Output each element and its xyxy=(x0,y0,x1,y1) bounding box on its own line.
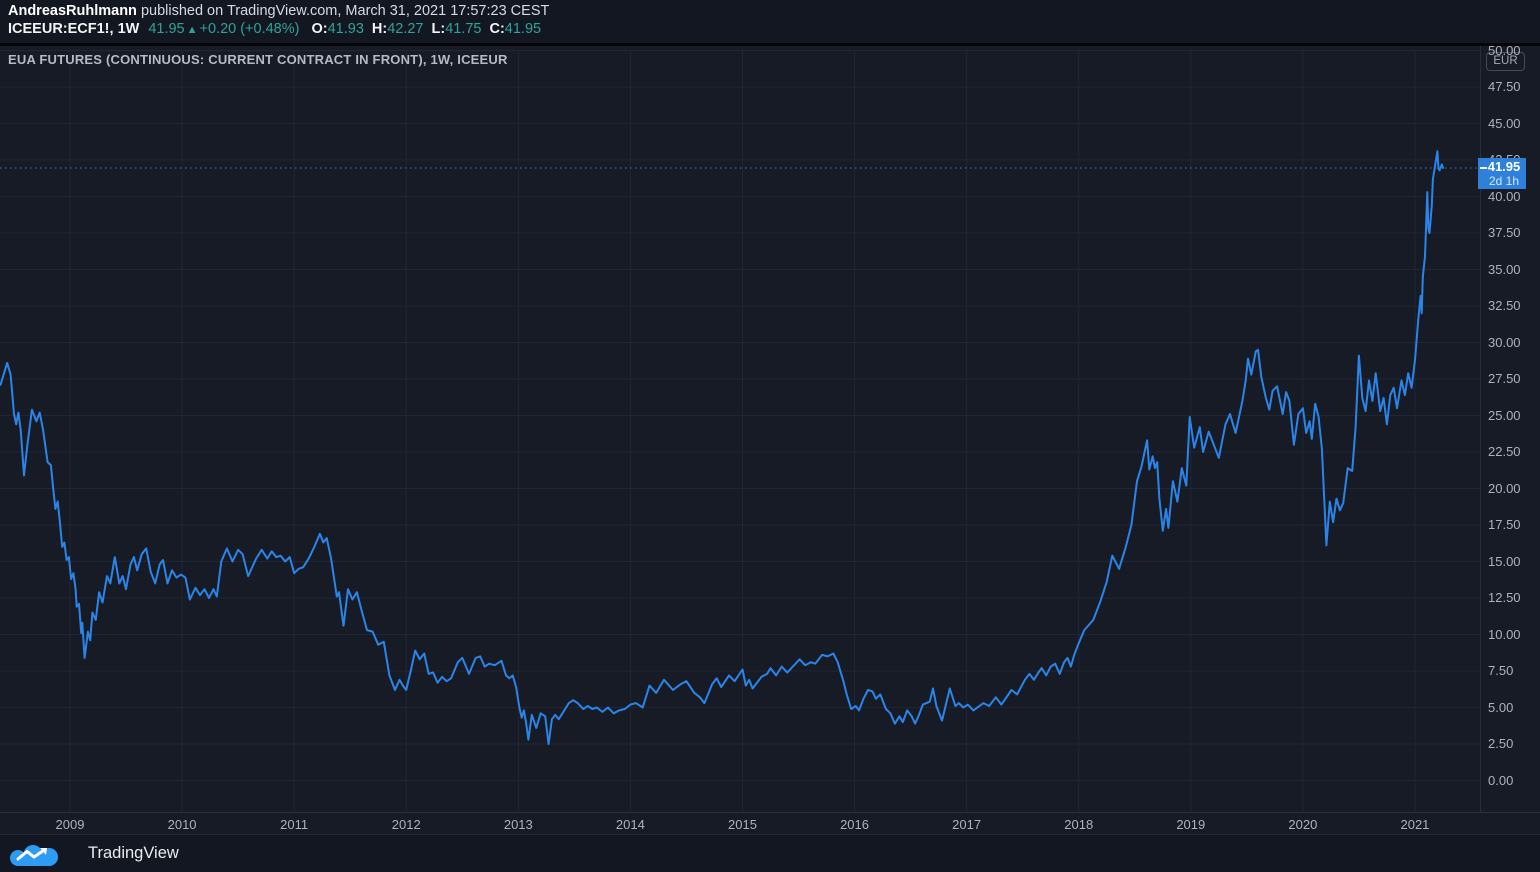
price-axis-label: 10.00 xyxy=(1488,626,1521,642)
tradingview-logo-icon[interactable] xyxy=(7,845,65,867)
price-axis-label: 32.50 xyxy=(1488,298,1521,313)
brand-name[interactable]: TradingView xyxy=(88,844,179,862)
chart-title: EUA FUTURES (CONTINUOUS: CURRENT CONTRAC… xyxy=(8,52,508,67)
price-axis-label: 7.50 xyxy=(1488,663,1514,678)
price-axis-label: 35.00 xyxy=(1488,261,1521,277)
byline-text: published on TradingView.com, March 31, … xyxy=(136,3,550,19)
time-axis-label: 2009 xyxy=(55,817,85,832)
author-link[interactable]: AndreasRuhlmann xyxy=(8,3,137,19)
time-axis-label: 2013 xyxy=(503,817,533,832)
time-axis-label: 2017 xyxy=(952,817,982,832)
price-series-line xyxy=(0,150,1444,745)
footer: TradingView xyxy=(0,836,1540,872)
price-axis-label: 2.50 xyxy=(1488,736,1514,751)
price-axis-label: 25.00 xyxy=(1488,407,1521,423)
price-line-chart[interactable] xyxy=(0,46,1480,812)
ohlc-item: L:41.75 xyxy=(431,21,482,37)
symbol-row: ICEEUR:ECF1!, 1W 41.95 ▲ +0.20 (+0.48%) O:41… xyxy=(8,21,549,37)
last-price: 41.95 xyxy=(148,21,185,37)
price-change: +0.20 (+0.48%) xyxy=(199,21,300,37)
price-axis-label: 0.00 xyxy=(1488,772,1514,788)
price-axis-label: 12.50 xyxy=(1488,590,1521,605)
price-axis-label: 37.50 xyxy=(1488,225,1521,240)
time-axis-label: 2021 xyxy=(1400,817,1430,832)
last-price-label: 41.95 2d 1h xyxy=(1478,158,1526,190)
ohlc-item: H:42.27 xyxy=(371,21,424,37)
price-axis-label: 50.00 xyxy=(1488,46,1521,58)
price-axis-label: 5.00 xyxy=(1488,699,1514,715)
price-axis-label: 27.50 xyxy=(1488,371,1521,386)
price-axis-label: 17.50 xyxy=(1488,517,1521,532)
time-axis-label: 2016 xyxy=(840,817,869,832)
symbol-name[interactable]: ICEEUR:ECF1!, 1W xyxy=(8,21,140,37)
price-tick-dash xyxy=(1480,167,1487,170)
up-triangle-icon: ▲ xyxy=(186,24,198,36)
price-axis-label: 22.50 xyxy=(1488,444,1521,459)
price-axis-label: 30.00 xyxy=(1488,334,1521,350)
time-axis-label: 2011 xyxy=(280,817,309,832)
time-axis-label: 2015 xyxy=(728,817,757,832)
time-axis-label: 2020 xyxy=(1288,817,1318,832)
time-axis-label: 2012 xyxy=(391,817,421,832)
header-separator xyxy=(0,43,1540,46)
time-axis-label: 2014 xyxy=(615,817,645,832)
ohlc-values: O:41.93 H:42.27 L:41.75 C:41.95 xyxy=(311,21,549,37)
bar-countdown: 2d 1h xyxy=(1488,174,1520,189)
time-axis-label: 2010 xyxy=(167,817,197,832)
price-axis-label: 40.00 xyxy=(1488,188,1521,204)
price-axis-label: 15.00 xyxy=(1488,553,1521,569)
time-axis[interactable]: 2009 2010 2011 2012 2013 2014 2015 2016 2017 2018… xyxy=(0,812,1540,835)
ohlc-item: O:41.93 xyxy=(311,21,364,37)
last-price-value: 41.95 xyxy=(1487,159,1521,175)
ohlc-item: C:41.95 xyxy=(489,21,542,37)
byline: AndreasRuhlmann published on TradingView… xyxy=(8,3,549,19)
price-axis-label: 47.50 xyxy=(1488,79,1521,94)
time-axis-label: 2018 xyxy=(1064,817,1094,832)
price-axis-label: 45.00 xyxy=(1488,115,1521,131)
time-axis-label: 2019 xyxy=(1176,817,1206,832)
currency-badge[interactable]: EUR xyxy=(1486,52,1525,71)
price-axis-label: 20.00 xyxy=(1488,480,1521,496)
price-chart-pane[interactable]: EUA FUTURES (CONTINUOUS: CURRENT CONTRAC… xyxy=(0,46,1480,812)
